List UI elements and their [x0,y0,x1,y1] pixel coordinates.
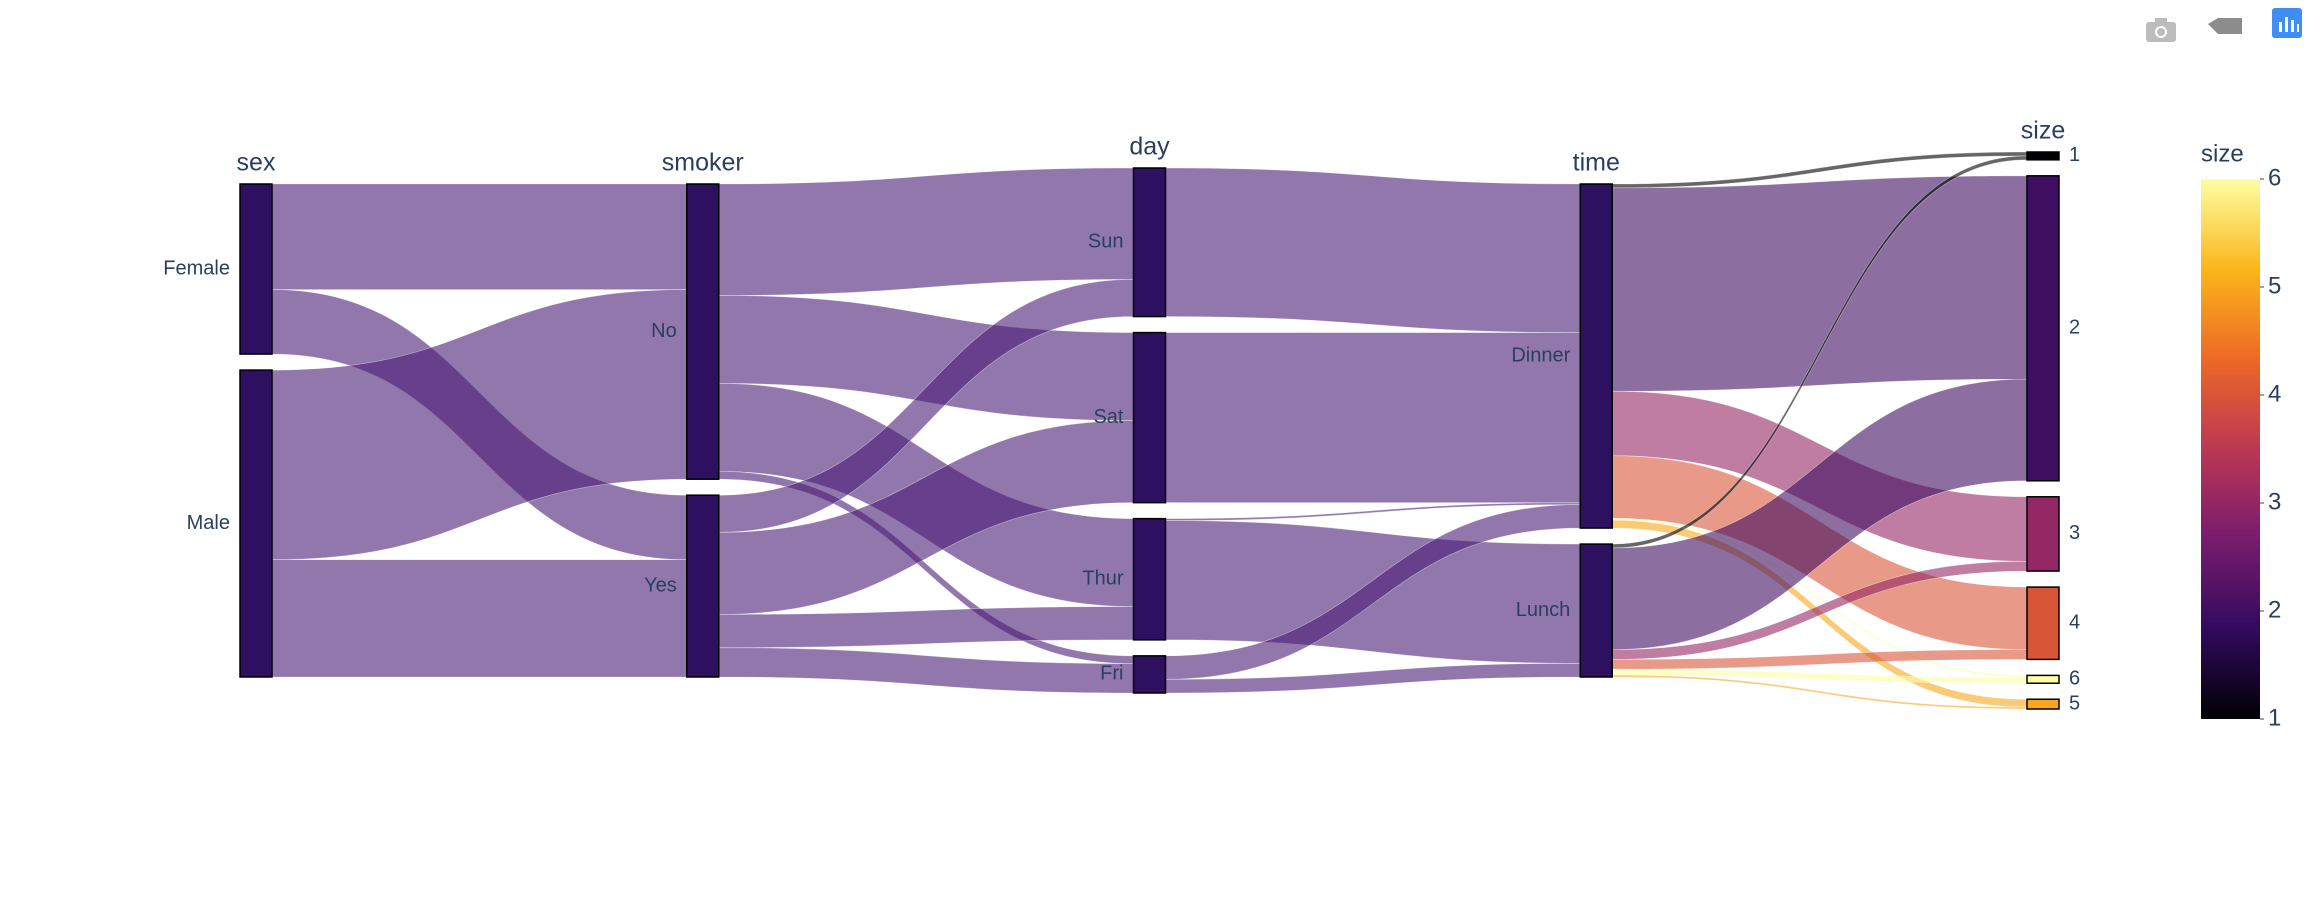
category-bar [686,494,720,678]
dimension-label: smoker [662,149,744,177]
category-bar [2026,698,2060,710]
colorbar-tick-label: 6 [2268,164,2281,191]
category-bar [239,369,273,678]
colorbar-gradient [2201,179,2260,719]
category-bar [2026,586,2060,661]
links [271,151,2028,710]
ribbon [271,559,688,678]
category-label: Yes [644,574,677,596]
bars: sex Female Male smoker No Yes day Sun Sat Thur Fri… [163,117,2080,715]
category-bar [1132,517,1167,641]
plotly-logo[interactable] [2272,8,2302,38]
ribbon [271,183,688,290]
category-label: 2 [2069,317,2080,339]
modebar [2146,8,2302,42]
category-label: Male [187,512,230,534]
category-label: 3 [2069,522,2080,544]
ribbon [1611,175,2028,392]
colorbar: size 1 2 3 4 5 6 [2201,140,2281,731]
category-bar [2026,175,2060,482]
category-label: Female [163,257,230,279]
ribbon [1165,167,1581,333]
category-bar [2026,674,2060,684]
category-label: Lunch [1516,599,1571,621]
category-label: No [651,320,677,342]
category-label: Fri [1100,663,1123,685]
dimension-label: sex [237,149,276,177]
ribbon [718,167,1134,296]
dimension-label: size [2021,117,2065,145]
dimension-label: day [1129,133,1170,161]
colorbar-tick-label: 4 [2268,380,2281,407]
category-label: Dinner [1511,344,1570,366]
colorbar-tick-label: 2 [2268,596,2281,623]
category-label: 6 [2069,668,2080,690]
colorbar-tick-label: 1 [2268,704,2281,731]
colorbar-tick-label: 3 [2268,488,2281,515]
dimension-label: time [1573,149,1620,177]
category-bar [239,183,273,355]
category-bar [2026,151,2060,161]
category-bar [1579,183,1613,529]
reset-button[interactable] [2208,18,2242,34]
camera-button[interactable] [2146,18,2176,42]
category-bar [1579,543,1613,678]
colorbar-title: size [2201,140,2244,167]
colorbar-tick-label: 5 [2268,272,2281,299]
category-bar [1132,655,1167,694]
category-bar [1132,167,1167,318]
category-bar [2026,496,2060,572]
category-label: 4 [2069,612,2080,634]
category-label: 1 [2069,144,2080,166]
category-label: Thur [1082,568,1123,590]
category-bar [686,183,720,480]
category-label: 5 [2069,692,2080,714]
category-bar [1132,331,1167,504]
category-label: Sun [1088,231,1124,253]
ribbon [718,606,1134,648]
category-label: Sat [1093,406,1123,428]
